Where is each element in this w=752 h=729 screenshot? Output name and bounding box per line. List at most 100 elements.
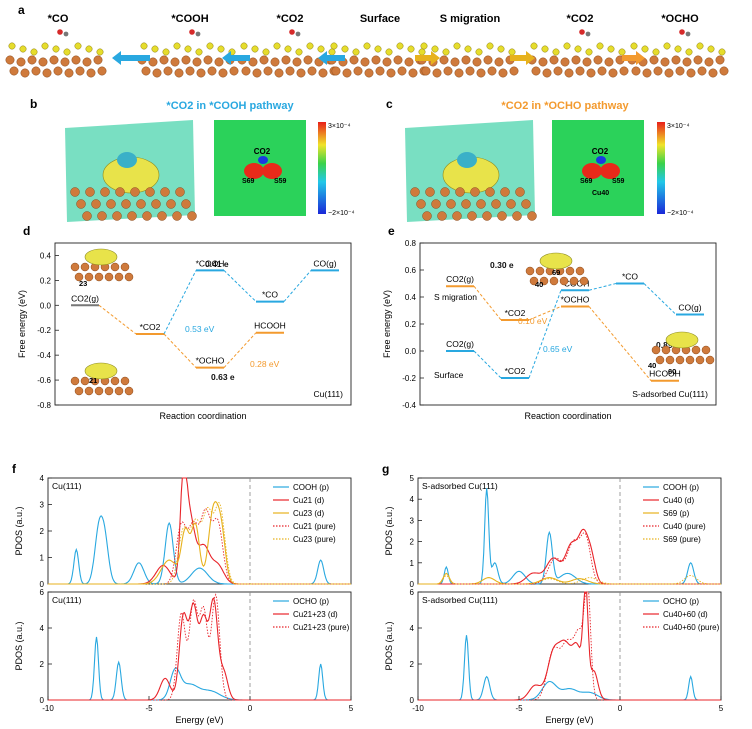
s-atom: [330, 42, 338, 50]
charge-hotspot: [244, 163, 264, 179]
cu-atom: [521, 199, 531, 209]
cu-atom: [549, 276, 559, 286]
pdos-subplot: 0 2 4 6 PDOS (a.u.) S-adsorbed Cu(111) OCHO (p…: [384, 588, 724, 725]
cu-atom: [110, 376, 120, 386]
cu-atom: [292, 57, 302, 67]
cu-atom: [166, 199, 176, 209]
s-atom: [85, 45, 93, 53]
cu-atom: [174, 68, 184, 78]
cu-atom: [121, 199, 131, 209]
y-tick-label: 0: [410, 580, 415, 589]
annotation: 0.89 e: [656, 340, 680, 350]
atom-label: S59: [612, 178, 625, 185]
cu-atom: [307, 66, 317, 76]
process-arrow-body: [324, 55, 345, 61]
plot-frame: [54, 242, 352, 406]
y-tick-label: 5: [410, 474, 415, 483]
cu-atom: [114, 386, 124, 396]
y-tick-label: 0.4: [40, 251, 52, 260]
subplot-caption: Cu(111): [52, 481, 82, 491]
level-label: *OCHO: [561, 294, 590, 304]
s-atom: [563, 42, 571, 50]
s-atom: [418, 48, 426, 56]
s-atom: [8, 42, 16, 50]
cu-atom: [175, 187, 185, 197]
cu-atom: [152, 68, 162, 78]
annotation: 0.41 e: [205, 259, 229, 269]
pdos-series: [48, 508, 351, 585]
cu-atom: [214, 57, 224, 67]
c-atom: [295, 31, 301, 37]
cu-atom: [148, 57, 158, 67]
legend-label: Cu40 (pure): [663, 522, 706, 531]
pdos-subplot: 0 2 4 6 PDOS (a.u.) Cu(111) OCHO (p) Cu21+23 (d…: [14, 588, 354, 725]
s-atom: [352, 48, 360, 56]
y-axis-label: PDOS (a.u.): [384, 621, 394, 670]
cu-atom: [296, 68, 306, 78]
state-label: *CO2: [567, 13, 594, 25]
y-tick-label: 0.0: [40, 301, 52, 310]
atom-label: Cu40: [592, 190, 609, 197]
y-tick-label: 6: [40, 588, 45, 597]
cu-atom: [349, 55, 359, 65]
cu-atom: [120, 262, 130, 272]
cu-atom: [94, 386, 104, 396]
annotation: 0.65 eV: [543, 344, 573, 354]
legend-label: Cu40+60 (pure): [663, 623, 720, 632]
legend-label: Cu21+23 (pure): [293, 623, 350, 632]
cu-atom: [527, 211, 537, 221]
s-atom: [162, 48, 170, 56]
level-connector: [473, 285, 502, 321]
cu-atom: [80, 262, 90, 272]
cu-atom: [371, 55, 381, 65]
cu-atom: [454, 68, 464, 78]
charge-lobe: [539, 252, 573, 270]
level-connector: [643, 283, 677, 315]
cu-atom: [719, 66, 729, 76]
cu-atom: [691, 345, 701, 355]
panel-letter: d: [23, 224, 30, 238]
annotation: 0.53 eV: [185, 324, 215, 334]
y-axis-label: Free energy (eV): [17, 290, 27, 358]
cu-atom: [127, 211, 137, 221]
cu-atom: [408, 68, 418, 78]
subplot-caption: S-adsorbed Cu(111): [422, 595, 498, 605]
s-atom: [552, 48, 560, 56]
y-tick-label: 2: [410, 538, 415, 547]
cu-atom: [124, 386, 134, 396]
cu-atom: [649, 55, 659, 65]
legend-label: Cu21+23 (d): [293, 610, 338, 619]
cu-atom: [695, 355, 705, 365]
chart-e: e -0.4 -0.2 0.0 0.2 0.4 0.6 0.8 Free energy (eV)…: [382, 224, 717, 421]
level-connector: [473, 350, 502, 379]
cu-atom: [485, 187, 495, 197]
legend-label: OCHO (p): [293, 597, 329, 606]
cu-atom: [5, 55, 15, 65]
cu-atom: [151, 199, 161, 209]
y-tick-label: 1: [410, 559, 415, 568]
cu-atom: [27, 55, 37, 65]
charge-hotspot: [582, 163, 602, 179]
cu-atom: [579, 276, 589, 286]
o-atom: [57, 29, 63, 35]
level-connector: [98, 304, 137, 335]
cu-atom: [655, 355, 665, 365]
level-note: S migration: [434, 292, 477, 302]
cu-atom: [416, 199, 426, 209]
o-atom: [679, 29, 685, 35]
cu-atom: [159, 55, 169, 65]
structure-inset: [70, 362, 134, 396]
chart-d: d -0.8 -0.6 -0.4 -0.2 0.0 0.2 0.4 Free energy (e…: [17, 224, 352, 421]
cu-atom: [97, 211, 107, 221]
cu-atom: [157, 211, 167, 221]
legend-label: COOH (p): [293, 483, 329, 492]
level-label: CO(g): [678, 303, 701, 313]
cu-atom: [142, 211, 152, 221]
cu-atom: [476, 68, 486, 78]
s-atom: [530, 42, 538, 50]
s-atom: [341, 45, 349, 53]
cu-atom: [421, 66, 431, 76]
s-atom: [696, 42, 704, 50]
cu-atom: [472, 57, 482, 67]
panel-letter-b: b: [30, 97, 37, 111]
